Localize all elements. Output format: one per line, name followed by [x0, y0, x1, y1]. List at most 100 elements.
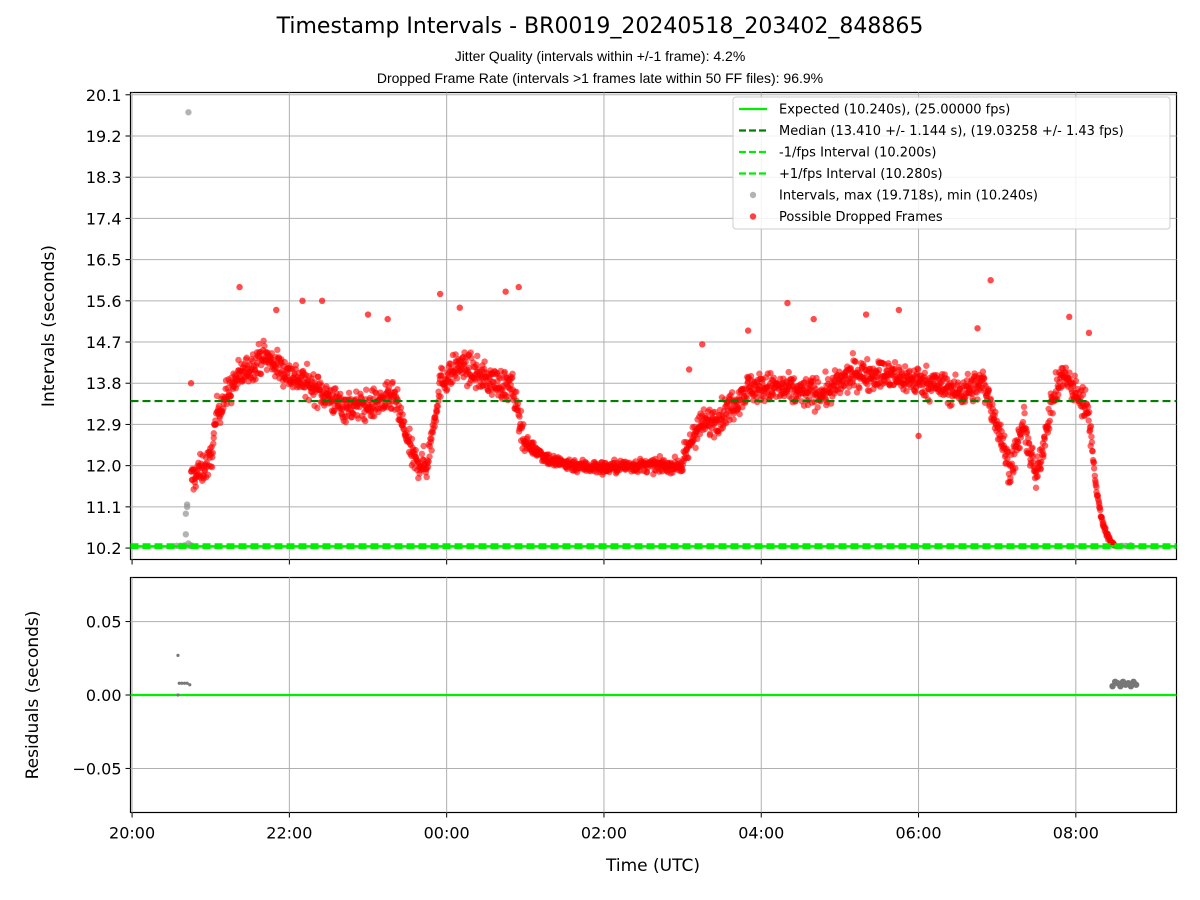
dropped-frame-point — [730, 416, 737, 423]
dropped-frame-point — [208, 463, 216, 471]
dropped-frame-point — [424, 463, 432, 471]
dropped-frame-point — [864, 381, 871, 388]
dropped-frame-point — [1082, 386, 1089, 393]
dropped-frame-point — [679, 467, 686, 474]
dropped-frame-point — [449, 378, 456, 386]
dropped-frame-point — [1093, 483, 1100, 491]
dropped-frame-point — [236, 283, 243, 291]
legend-box — [732, 96, 1171, 230]
dropped-frame-point — [980, 375, 988, 382]
dropped-frame-point — [432, 417, 440, 425]
dropped-frame-point — [1014, 439, 1022, 446]
dropped-frame-point — [1055, 391, 1062, 398]
dropped-frame-point — [443, 386, 451, 393]
dropped-frame-point — [1088, 439, 1096, 446]
dropped-frame-point — [964, 370, 971, 378]
dropped-frame-point — [1016, 444, 1023, 452]
dropped-frame-point — [1090, 465, 1098, 472]
dropped-frame-point — [728, 389, 736, 396]
dropped-frame-point — [363, 386, 370, 393]
dropped-frame-point — [875, 366, 883, 374]
dropped-frame-point — [849, 350, 857, 357]
dropped-frame-point — [974, 325, 981, 332]
x-axis-label: Time (UTC) — [605, 856, 700, 876]
dropped-frame-point — [685, 366, 693, 373]
dropped-frame-point — [314, 404, 321, 412]
dropped-frame-point — [979, 368, 987, 375]
dropped-frame-point — [1001, 432, 1008, 439]
dropped-frame-point — [273, 306, 280, 314]
dropped-frame-point — [1023, 428, 1031, 436]
dropped-frame-point — [1088, 433, 1095, 440]
dropped-frame-point — [1066, 313, 1073, 321]
dropped-frame-point — [1041, 435, 1048, 443]
dropped-frame-point — [431, 423, 438, 430]
legend-entry: Possible Dropped Frames — [779, 210, 943, 225]
dropped-frame-point — [852, 358, 859, 365]
dropped-frame-point — [923, 362, 930, 369]
dropped-frame-point — [954, 379, 962, 386]
dropped-frame-point — [997, 421, 1004, 428]
dropped-frame-point — [524, 433, 531, 441]
dropped-frame-point — [252, 376, 259, 383]
dropped-frame-point — [260, 337, 267, 344]
dropped-frame-point — [209, 449, 217, 456]
x-tick-label: 22:00 — [266, 824, 312, 843]
dropped-frame-point — [418, 450, 426, 458]
dropped-frame-point — [1008, 460, 1016, 467]
dropped-frame-point — [426, 453, 433, 460]
dropped-frame-point — [406, 425, 413, 432]
chart-title: Timestamp Intervals - BR0019_20240518_20… — [276, 14, 924, 39]
dropped-subtitle: Dropped Frame Rate (intervals >1 frames … — [376, 70, 824, 86]
dropped-frame-point — [1062, 364, 1069, 371]
dropped-frame-point — [192, 483, 199, 490]
y-axis-label-residuals: Residuals (seconds) — [23, 611, 43, 780]
x-tick-label: 20:00 — [109, 824, 155, 843]
dropped-frame-point — [1029, 453, 1036, 460]
dropped-frame-point — [1071, 372, 1078, 379]
dropped-frame-point — [824, 376, 832, 383]
intervals-series-group — [173, 109, 1135, 549]
dropped-frame-point — [1038, 458, 1045, 466]
dropped-frame-point — [384, 315, 391, 323]
dropped-frame-point — [987, 277, 994, 284]
dropped-frame-point — [530, 439, 537, 446]
dropped-frame-point — [736, 410, 743, 418]
y-tick-label: 14.7 — [86, 333, 122, 352]
dropped-frame-point — [1066, 369, 1073, 376]
dropped-frame-point — [992, 408, 999, 416]
legend-marker-swatch — [749, 191, 757, 199]
residual-point — [176, 653, 180, 657]
dropped-frame-point — [814, 404, 821, 411]
y-tick-label: 19.2 — [86, 127, 122, 146]
dropped-frame-point — [1079, 391, 1087, 398]
dropped-frame-point — [756, 370, 763, 377]
y-tick-label: 12.0 — [86, 457, 122, 476]
legend-entry: -1/fps Interval (10.200s) — [779, 146, 936, 161]
dropped-frame-point — [436, 290, 444, 298]
dropped-frame-point — [985, 387, 993, 394]
x-tick-label: 08:00 — [1053, 824, 1099, 843]
dropped-frame-point — [268, 350, 276, 357]
dropped-frame-point — [281, 358, 288, 366]
dropped-frame-point — [903, 387, 910, 395]
dropped-frame-point — [453, 375, 461, 382]
y-tick-label: 0.05 — [86, 613, 122, 632]
residual-point — [188, 683, 192, 687]
legend-entry: Expected (10.240s), (25.00000 fps) — [779, 103, 1010, 118]
dropped-frame-point — [292, 361, 300, 369]
dropped-frame-point — [921, 369, 929, 377]
dropped-frame-point — [210, 434, 217, 442]
dropped-frame-point — [1049, 410, 1056, 417]
x-tick-label: 02:00 — [581, 824, 627, 843]
dropped-frame-point — [210, 430, 217, 437]
dropped-frame-point — [213, 392, 221, 400]
dropped-frame-point — [437, 393, 444, 400]
dropped-frame-point — [412, 446, 419, 454]
dropped-frame-point — [1045, 425, 1053, 432]
dropped-frame-point — [856, 384, 863, 392]
dropped-frame-point — [425, 458, 432, 465]
y-tick-label: 10.2 — [86, 539, 122, 558]
dropped-frame-point — [1021, 410, 1028, 417]
dropped-frame-point — [371, 413, 378, 420]
